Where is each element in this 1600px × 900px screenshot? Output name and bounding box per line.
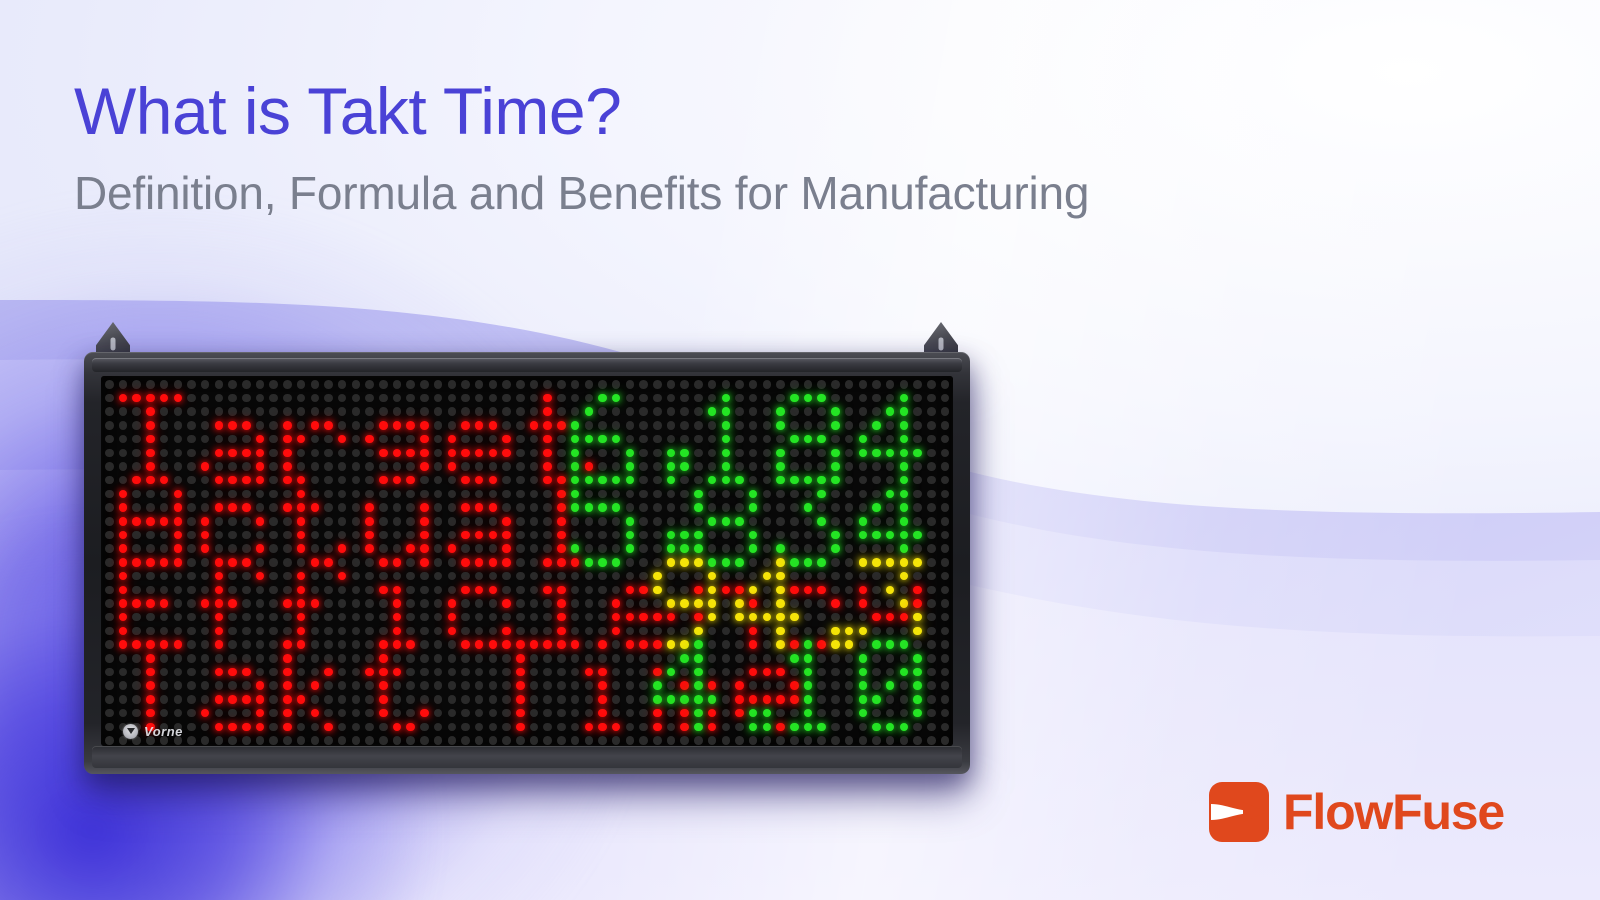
vorne-brand: Vorne xyxy=(123,724,183,739)
led-scoreboard: Vorne xyxy=(84,322,970,798)
flowfuse-logo[interactable]: FlowFuse xyxy=(1209,782,1505,842)
led-screen: Vorne xyxy=(101,376,953,746)
page-title: What is Takt Time? xyxy=(74,74,622,148)
heading-block: What is Takt Time? Definition, Formula a… xyxy=(74,74,1090,219)
flowfuse-wordmark: FlowFuse xyxy=(1283,784,1505,840)
vorne-brand-label: Vorne xyxy=(144,724,183,739)
flowfuse-mark-icon xyxy=(1209,782,1270,842)
page-subtitle: Definition, Formula and Benefits for Man… xyxy=(74,167,1090,219)
bezel-bottom-rail xyxy=(92,746,962,768)
vorne-logo-icon xyxy=(123,724,138,739)
board-bezel: Vorne xyxy=(84,352,970,774)
bezel-top-rail xyxy=(92,358,962,372)
